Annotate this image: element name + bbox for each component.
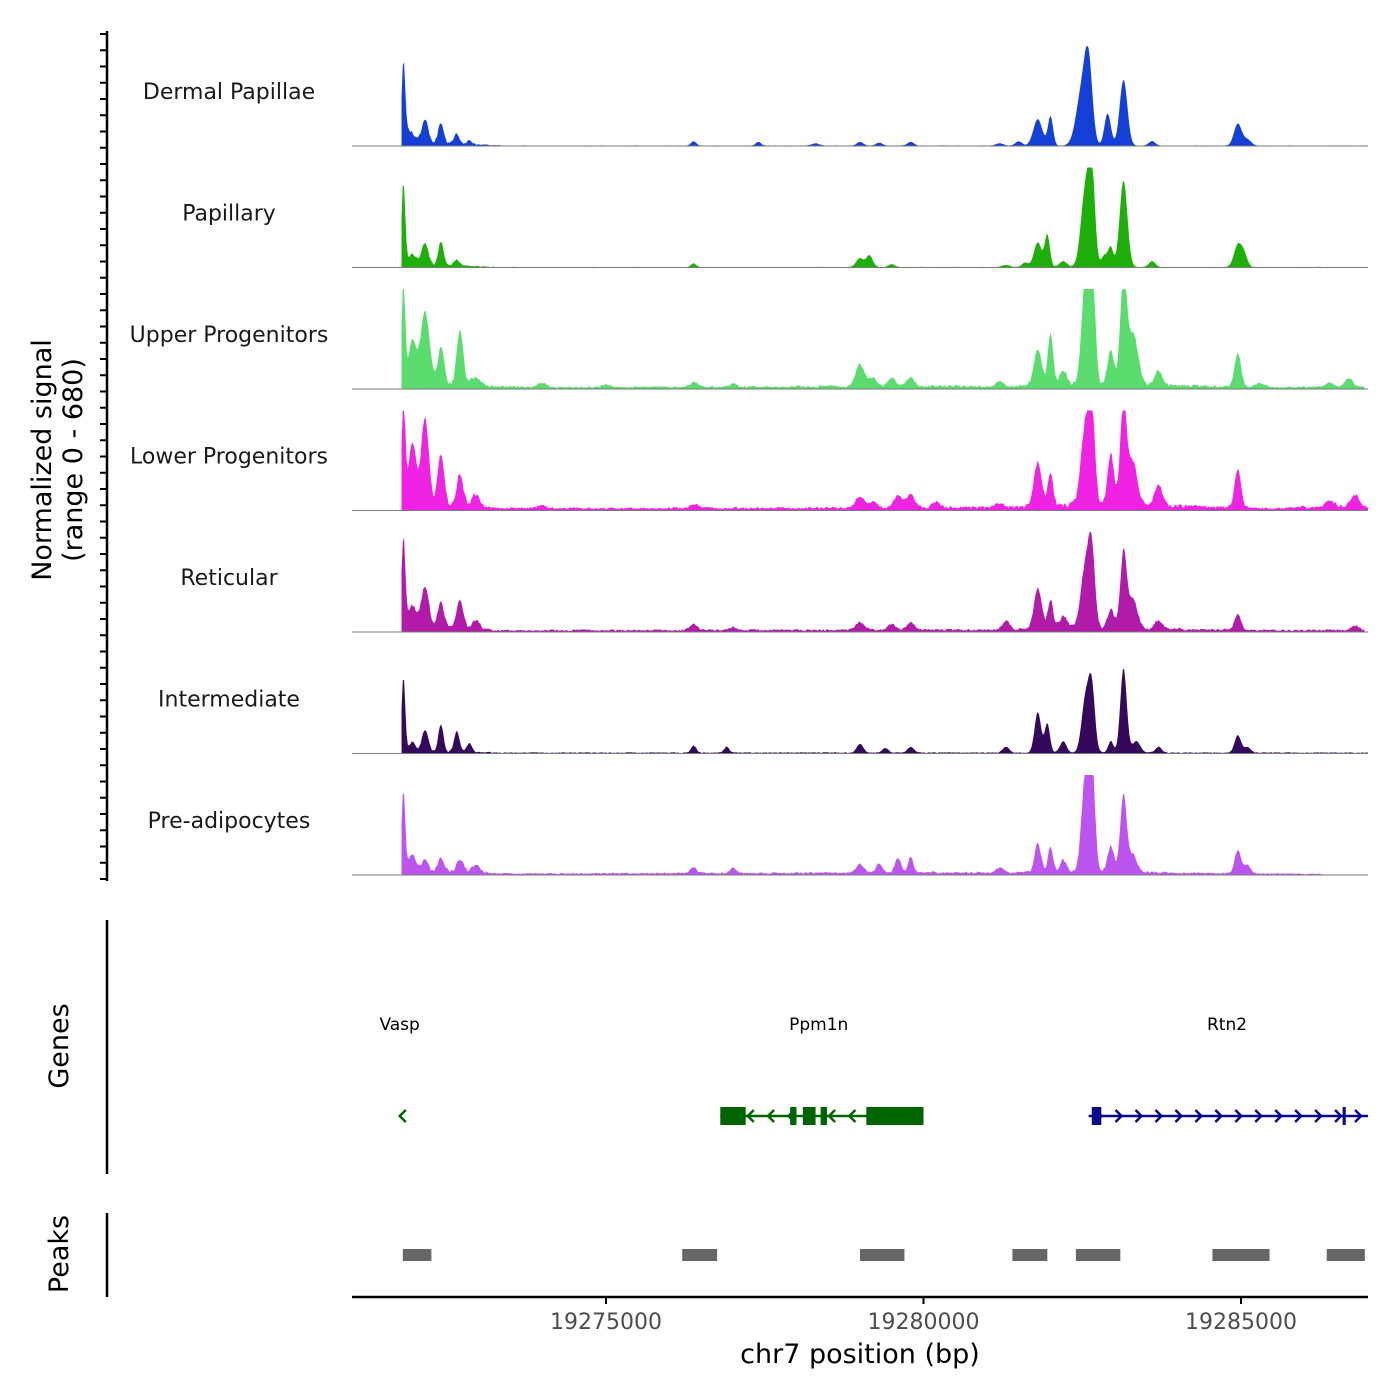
peak-bar <box>682 1249 718 1261</box>
gene-label: Rtn2 <box>1207 1015 1247 1035</box>
gene-exon <box>720 1107 746 1125</box>
gene-exon <box>802 1107 816 1125</box>
track-papillary: Papillary <box>182 167 1368 268</box>
signal-area <box>401 289 1365 389</box>
x-tick-label: 19280000 <box>868 1310 980 1335</box>
gene-exon <box>790 1107 797 1125</box>
strand-arrow <box>1354 1109 1363 1123</box>
track-label: Upper Progenitors <box>130 323 329 348</box>
strand-arrow <box>1274 1109 1283 1123</box>
track-reticular: Reticular <box>180 532 1368 633</box>
gene-exon <box>1342 1107 1346 1125</box>
strand-arrow <box>847 1109 857 1123</box>
gene-label: Ppm1n <box>789 1015 848 1035</box>
strand-arrow <box>1314 1109 1323 1123</box>
strand-arrow <box>398 1109 407 1123</box>
gene-rtn2: Rtn2 <box>1088 1015 1368 1125</box>
genes-axis-title: Genes <box>44 1003 75 1088</box>
peak-bar <box>1212 1249 1270 1261</box>
strand-arrow <box>746 1109 755 1123</box>
strand-arrow <box>1114 1109 1124 1123</box>
strand-arrow <box>1194 1109 1204 1123</box>
gene-label: Vasp <box>379 1015 419 1035</box>
signal-area <box>401 775 1324 875</box>
peak-bar <box>1012 1249 1048 1261</box>
peak-track <box>402 1249 1365 1261</box>
track-label: Pre-adipocytes <box>148 809 311 834</box>
strand-arrow <box>1154 1109 1164 1123</box>
peaks-axis-title: Peaks <box>44 1215 75 1293</box>
track-lower-progenitors: Lower Progenitors <box>130 410 1368 511</box>
signal-area <box>401 410 1368 511</box>
left-axes <box>100 31 109 1297</box>
track-label: Intermediate <box>158 688 300 713</box>
gene-track: Vasp Ppm1n Rtn2 <box>379 1015 1368 1125</box>
track-label: Dermal Papillae <box>143 80 315 105</box>
strand-arrow <box>1134 1109 1144 1123</box>
gene-ppm1n: Ppm1n <box>720 1015 924 1125</box>
gene-exon <box>820 1107 827 1125</box>
strand-arrow <box>1254 1109 1264 1123</box>
gene-exon <box>1091 1107 1102 1125</box>
y-axis-subtitle: (range 0 - 680) <box>58 358 89 562</box>
strand-arrow <box>1174 1109 1184 1123</box>
track-upper-progenitors: Upper Progenitors <box>130 289 1368 390</box>
signal-area <box>401 669 1368 754</box>
gene-exon <box>866 1107 924 1125</box>
strand-arrow <box>1214 1109 1224 1123</box>
strand-arrow <box>1334 1109 1343 1123</box>
peak-bar <box>860 1249 905 1261</box>
strand-arrow <box>1234 1109 1244 1123</box>
track-label: Reticular <box>180 566 278 591</box>
track-pre-adipocytes: Pre-adipocytes <box>148 775 1368 876</box>
signal-area <box>401 532 1365 632</box>
strand-arrow <box>1294 1109 1303 1123</box>
x-tick-label: 19275000 <box>550 1310 662 1335</box>
y-axis-title: Normalized signal <box>27 339 58 581</box>
peak-bar <box>402 1249 432 1261</box>
x-axis-title: chr7 position (bp) <box>740 1339 980 1370</box>
x-tick-label: 19285000 <box>1185 1310 1297 1335</box>
strand-arrow <box>766 1109 775 1123</box>
gene-vasp: Vasp <box>379 1015 420 1123</box>
coverage-tracks: Dermal Papillae Papillary Upper Progenitor… <box>130 46 1368 876</box>
signal-area <box>401 167 1368 268</box>
signal-area <box>401 46 1368 146</box>
track-intermediate: Intermediate <box>158 669 1368 754</box>
strand-arrow <box>827 1109 836 1123</box>
track-dermal-papillae: Dermal Papillae <box>143 46 1368 147</box>
peak-bar <box>1075 1249 1121 1261</box>
track-label: Papillary <box>182 202 276 227</box>
track-label: Lower Progenitors <box>130 445 328 470</box>
peak-bar <box>1326 1249 1365 1261</box>
x-axis: 19275000 19280000 19285000 <box>352 1295 1368 1335</box>
